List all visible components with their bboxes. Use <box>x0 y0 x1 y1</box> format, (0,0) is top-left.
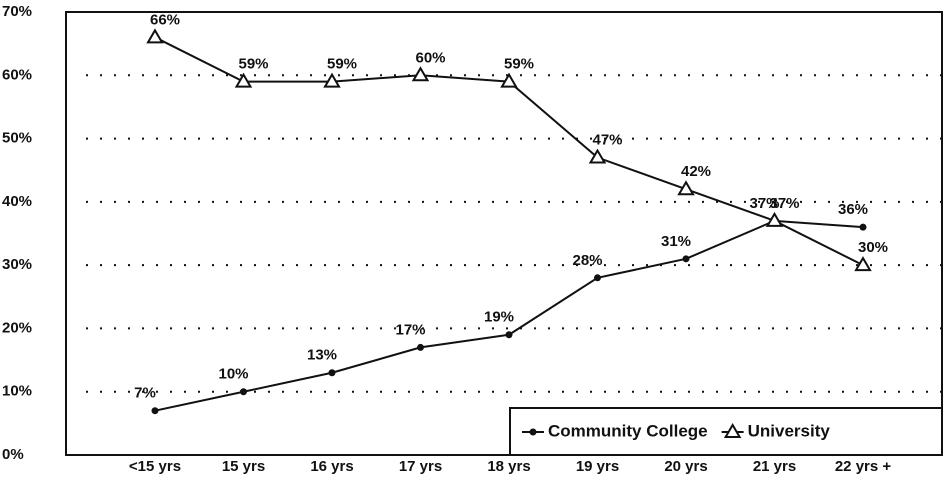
data-label: 66% <box>150 11 180 28</box>
x-tick-label: 15 yrs <box>222 458 265 475</box>
marker <box>677 180 695 196</box>
marker <box>323 72 341 88</box>
y-tick-label: 40% <box>2 193 32 210</box>
data-label: 59% <box>238 56 268 73</box>
legend-label: University <box>748 421 831 440</box>
marker <box>234 72 253 88</box>
x-tick-label: <15 yrs <box>129 458 181 475</box>
x-tick-label: 20 yrs <box>664 458 707 475</box>
x-tick-label: 16 yrs <box>310 458 353 475</box>
plot-frame <box>65 11 943 456</box>
legend-marker <box>529 428 537 436</box>
marker <box>859 223 867 231</box>
data-label: 42% <box>681 163 711 180</box>
data-label: 19% <box>484 309 514 326</box>
data-label: 47% <box>592 132 622 149</box>
data-label: 60% <box>415 49 445 66</box>
y-tick-label: 60% <box>2 66 32 83</box>
x-tick-label: 17 yrs <box>399 458 442 475</box>
data-label: 37% <box>769 195 799 212</box>
data-label: 7% <box>134 385 156 402</box>
x-tick-label: 18 yrs <box>487 458 530 475</box>
y-tick-label: 20% <box>2 319 32 336</box>
data-label: 28% <box>572 252 602 269</box>
data-label: 59% <box>327 56 357 73</box>
marker <box>505 331 513 339</box>
data-label: 17% <box>395 321 425 338</box>
legend-marker <box>723 423 742 438</box>
marker <box>240 388 247 396</box>
marker <box>328 369 336 377</box>
y-tick-label: 50% <box>2 130 32 147</box>
data-label: 13% <box>307 347 337 364</box>
x-tick-label: 21 yrs <box>753 458 796 475</box>
marker <box>151 407 159 415</box>
marker <box>594 274 601 282</box>
marker <box>500 72 518 88</box>
data-label: 59% <box>504 56 534 73</box>
marker <box>682 255 690 263</box>
y-tick-label: 0% <box>2 446 24 463</box>
data-label: 31% <box>661 233 691 250</box>
data-label: 36% <box>838 201 868 218</box>
marker <box>417 343 424 351</box>
marker <box>411 66 430 82</box>
y-tick-label: 70% <box>2 3 32 20</box>
marker <box>854 256 872 272</box>
x-tick-label: 22 yrs + <box>835 458 892 475</box>
y-tick-label: 30% <box>2 256 32 273</box>
marker <box>588 148 607 164</box>
x-tick-label: 19 yrs <box>576 458 619 475</box>
data-label: 10% <box>218 366 248 383</box>
marker <box>146 28 164 44</box>
y-tick-label: 10% <box>2 383 32 400</box>
data-label: 30% <box>858 239 888 256</box>
marker <box>765 211 784 227</box>
legend-label: Community College <box>548 421 708 440</box>
data-label: 37% <box>749 195 779 212</box>
